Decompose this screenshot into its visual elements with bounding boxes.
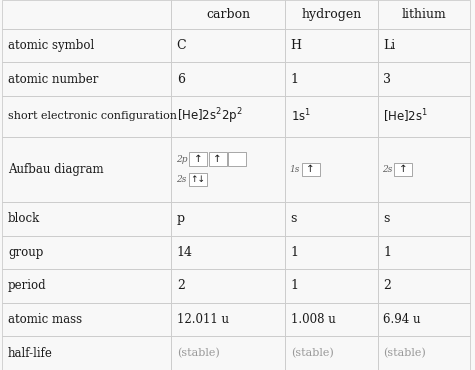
Bar xyxy=(171,236,285,269)
Text: 12.011 u: 12.011 u xyxy=(177,313,228,326)
Text: short electronic configuration: short electronic configuration xyxy=(8,111,177,121)
Text: s: s xyxy=(291,212,297,225)
Text: ↑: ↑ xyxy=(306,164,315,174)
Text: atomic number: atomic number xyxy=(8,73,98,86)
Bar xyxy=(2,236,171,269)
Text: 2p: 2p xyxy=(176,155,187,164)
Text: half-life: half-life xyxy=(8,347,53,360)
Text: atomic symbol: atomic symbol xyxy=(8,39,95,52)
Bar xyxy=(378,336,470,370)
Bar xyxy=(171,269,285,303)
Bar xyxy=(189,173,207,186)
Text: 2: 2 xyxy=(383,279,391,293)
Text: (stable): (stable) xyxy=(291,348,333,359)
Text: (stable): (stable) xyxy=(177,348,219,359)
Text: hydrogen: hydrogen xyxy=(301,8,361,21)
Text: H: H xyxy=(291,39,302,52)
Text: 1: 1 xyxy=(291,246,299,259)
Bar xyxy=(285,236,378,269)
Bar xyxy=(378,63,470,96)
Text: Li: Li xyxy=(383,39,396,52)
Text: s: s xyxy=(383,212,390,225)
Bar xyxy=(171,96,285,137)
Text: 14: 14 xyxy=(177,246,193,259)
Text: period: period xyxy=(8,279,47,293)
Bar xyxy=(2,63,171,96)
Bar xyxy=(285,303,378,336)
Bar xyxy=(378,236,470,269)
Text: p: p xyxy=(177,212,185,225)
Bar xyxy=(285,202,378,236)
Bar xyxy=(171,63,285,96)
Text: lithium: lithium xyxy=(401,8,446,21)
Bar xyxy=(228,152,246,166)
Bar xyxy=(2,303,171,336)
Text: 2s: 2s xyxy=(382,165,393,174)
Bar xyxy=(171,303,285,336)
Bar xyxy=(2,29,171,63)
Bar xyxy=(189,152,207,166)
Bar xyxy=(285,29,378,63)
Bar xyxy=(171,336,285,370)
Text: 2s: 2s xyxy=(176,175,186,184)
Bar xyxy=(171,202,285,236)
Bar xyxy=(171,137,285,202)
Text: carbon: carbon xyxy=(206,8,250,21)
Text: 1: 1 xyxy=(291,279,299,293)
Text: 1s: 1s xyxy=(290,165,300,174)
Text: 1: 1 xyxy=(291,73,299,86)
Text: C: C xyxy=(177,39,186,52)
Bar xyxy=(2,336,171,370)
Text: 1: 1 xyxy=(383,246,391,259)
Bar xyxy=(378,303,470,336)
Text: ↑: ↑ xyxy=(194,154,202,164)
Text: block: block xyxy=(8,212,40,225)
Text: 6: 6 xyxy=(177,73,185,86)
Bar xyxy=(285,0,378,29)
Text: 3: 3 xyxy=(383,73,391,86)
Bar xyxy=(2,202,171,236)
Text: $\rm [He]2s^22p^2$: $\rm [He]2s^22p^2$ xyxy=(177,107,242,126)
Text: 6.94 u: 6.94 u xyxy=(383,313,421,326)
Bar xyxy=(302,163,320,176)
Text: ↑: ↑ xyxy=(213,154,222,164)
Bar xyxy=(2,269,171,303)
Bar xyxy=(378,269,470,303)
Text: ↑↓: ↑↓ xyxy=(190,175,206,184)
Bar xyxy=(285,63,378,96)
Bar xyxy=(394,163,412,176)
Text: $\rm 1s^1$: $\rm 1s^1$ xyxy=(291,108,311,125)
Bar xyxy=(378,202,470,236)
Bar xyxy=(171,29,285,63)
Bar xyxy=(378,96,470,137)
Bar xyxy=(285,269,378,303)
Text: 1.008 u: 1.008 u xyxy=(291,313,335,326)
Text: $\rm [He]2s^1$: $\rm [He]2s^1$ xyxy=(383,108,428,125)
Text: group: group xyxy=(8,246,43,259)
Bar xyxy=(2,96,171,137)
Text: (stable): (stable) xyxy=(383,348,426,359)
Bar xyxy=(285,96,378,137)
Text: 2: 2 xyxy=(177,279,185,293)
Bar xyxy=(209,152,227,166)
Text: ↑: ↑ xyxy=(399,164,408,174)
Bar xyxy=(171,0,285,29)
Bar xyxy=(2,0,171,29)
Bar xyxy=(378,0,470,29)
Bar xyxy=(378,29,470,63)
Bar xyxy=(285,336,378,370)
Text: Aufbau diagram: Aufbau diagram xyxy=(8,163,104,176)
Bar xyxy=(285,137,378,202)
Bar xyxy=(378,137,470,202)
Bar xyxy=(2,137,171,202)
Text: atomic mass: atomic mass xyxy=(8,313,82,326)
